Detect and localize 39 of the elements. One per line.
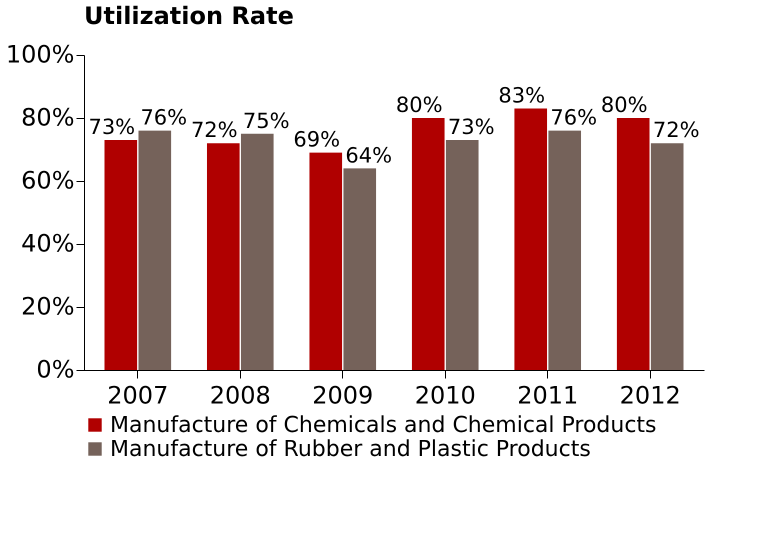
y-tick-label: 60% — [21, 166, 74, 194]
bar — [446, 140, 479, 370]
bar — [240, 134, 274, 370]
bar — [650, 143, 684, 370]
bar — [343, 168, 376, 370]
bar — [412, 118, 445, 370]
data-label: 73% — [88, 115, 136, 140]
bar — [309, 152, 342, 370]
y-tick-label: 80% — [21, 104, 74, 132]
data-label: 83% — [498, 84, 546, 108]
data-label: 69% — [293, 128, 340, 152]
x-tick-label: 2010 — [414, 382, 476, 410]
legend-label: Manufacture of Rubber and Plastic Products — [110, 437, 591, 462]
data-label: 80% — [600, 93, 648, 117]
x-tick-label: 2008 — [210, 382, 271, 410]
chart-title: Utilization Rate — [84, 2, 294, 30]
data-label: 72% — [652, 118, 700, 142]
y-tick-label: 0% — [36, 356, 74, 384]
x-tick-label: 2007 — [107, 382, 168, 410]
bar — [514, 108, 548, 370]
bar — [138, 130, 172, 370]
bar — [206, 143, 240, 370]
x-tick-label: 2009 — [312, 382, 374, 410]
data-label: 76% — [140, 106, 188, 130]
legend-label: Manufacture of Chemicals and Chemical Products — [110, 413, 656, 438]
bar — [104, 140, 138, 370]
data-label: 80% — [396, 93, 443, 117]
bar — [616, 118, 650, 370]
data-label: 64% — [345, 143, 392, 168]
x-tick-label: 2011 — [517, 382, 578, 410]
bar — [548, 130, 582, 370]
y-tick-label: 100% — [6, 40, 74, 68]
data-label: 73% — [448, 115, 495, 140]
data-label: 76% — [550, 106, 598, 130]
data-label: 75% — [242, 108, 290, 133]
y-tick-label: 40% — [21, 230, 74, 258]
y-tick-label: 20% — [21, 292, 74, 320]
data-label: 72% — [190, 118, 238, 142]
x-tick-label: 2012 — [620, 382, 681, 410]
